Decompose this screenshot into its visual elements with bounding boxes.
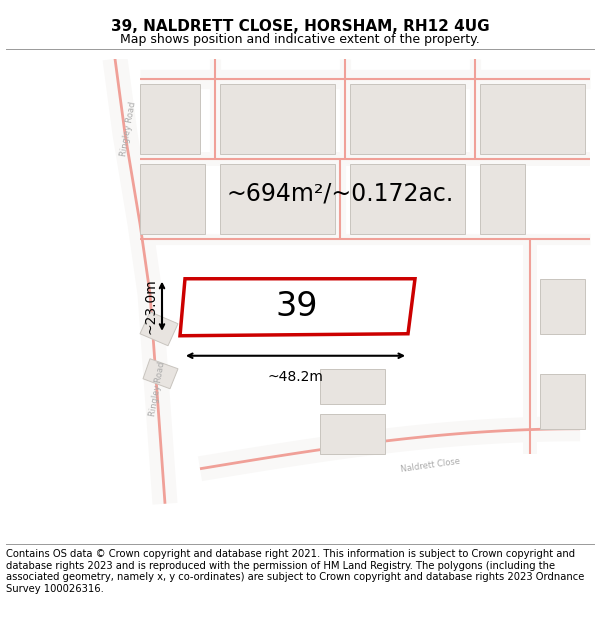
Polygon shape xyxy=(480,164,525,234)
Polygon shape xyxy=(540,279,585,334)
Polygon shape xyxy=(350,84,465,154)
Polygon shape xyxy=(350,164,465,234)
Text: Naldrett Close: Naldrett Close xyxy=(400,457,460,474)
Polygon shape xyxy=(140,312,178,346)
Text: ~23.0m: ~23.0m xyxy=(144,278,158,334)
Polygon shape xyxy=(540,374,585,429)
Polygon shape xyxy=(220,84,335,154)
Polygon shape xyxy=(320,369,385,404)
Polygon shape xyxy=(143,359,178,389)
Text: Ringley Road: Ringley Road xyxy=(148,361,166,417)
Polygon shape xyxy=(140,164,205,234)
Polygon shape xyxy=(140,84,200,154)
Polygon shape xyxy=(480,84,585,154)
Polygon shape xyxy=(220,164,335,234)
Text: Map shows position and indicative extent of the property.: Map shows position and indicative extent… xyxy=(120,34,480,46)
Text: Ringley Road: Ringley Road xyxy=(119,101,137,157)
Text: ~694m²/~0.172ac.: ~694m²/~0.172ac. xyxy=(226,182,454,206)
Text: 39: 39 xyxy=(276,290,318,323)
Text: ~48.2m: ~48.2m xyxy=(268,370,323,384)
Text: 39, NALDRETT CLOSE, HORSHAM, RH12 4UG: 39, NALDRETT CLOSE, HORSHAM, RH12 4UG xyxy=(110,19,490,34)
Polygon shape xyxy=(180,279,415,336)
Text: Contains OS data © Crown copyright and database right 2021. This information is : Contains OS data © Crown copyright and d… xyxy=(6,549,584,594)
Polygon shape xyxy=(320,414,385,454)
